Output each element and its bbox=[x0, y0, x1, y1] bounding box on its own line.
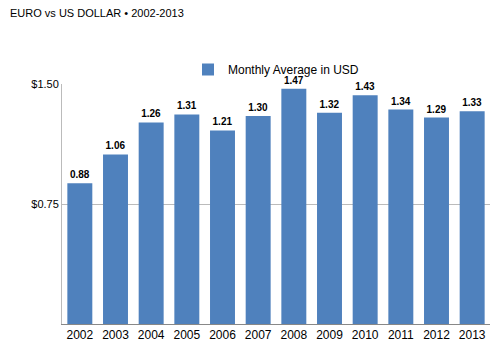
svg-text:2009: 2009 bbox=[316, 328, 343, 342]
svg-text:$1.50: $1.50 bbox=[31, 78, 59, 90]
svg-text:1.30: 1.30 bbox=[248, 102, 268, 113]
svg-text:$0.75: $0.75 bbox=[31, 198, 59, 210]
svg-text:1.21: 1.21 bbox=[213, 116, 233, 127]
svg-text:1.43: 1.43 bbox=[355, 81, 375, 92]
svg-text:2002: 2002 bbox=[66, 328, 93, 342]
svg-text:1.29: 1.29 bbox=[427, 104, 447, 115]
svg-text:2012: 2012 bbox=[423, 328, 450, 342]
svg-text:Monthly Average in USD: Monthly Average in USD bbox=[228, 63, 359, 77]
svg-text:1.06: 1.06 bbox=[106, 140, 126, 151]
svg-text:1.34: 1.34 bbox=[391, 96, 411, 107]
svg-text:1.47: 1.47 bbox=[283, 74, 304, 86]
svg-text:2007: 2007 bbox=[245, 328, 272, 342]
svg-text:1.32: 1.32 bbox=[320, 99, 340, 110]
svg-text:2006: 2006 bbox=[209, 328, 236, 342]
svg-text:1.31: 1.31 bbox=[177, 100, 197, 111]
svg-text:2013: 2013 bbox=[459, 328, 486, 342]
svg-text:1.33: 1.33 bbox=[462, 97, 482, 108]
svg-text:2003: 2003 bbox=[102, 328, 129, 342]
svg-text:0.88: 0.88 bbox=[70, 169, 90, 180]
svg-text:2011: 2011 bbox=[388, 328, 414, 342]
svg-text:2005: 2005 bbox=[173, 328, 200, 342]
svg-text:2004: 2004 bbox=[138, 328, 165, 342]
svg-text:2008: 2008 bbox=[280, 328, 307, 342]
svg-text:2010: 2010 bbox=[352, 328, 379, 342]
svg-text:EURO vs US DOLLAR • 2002-2013: EURO vs US DOLLAR • 2002-2013 bbox=[10, 7, 184, 19]
svg-text:1.26: 1.26 bbox=[141, 108, 161, 119]
